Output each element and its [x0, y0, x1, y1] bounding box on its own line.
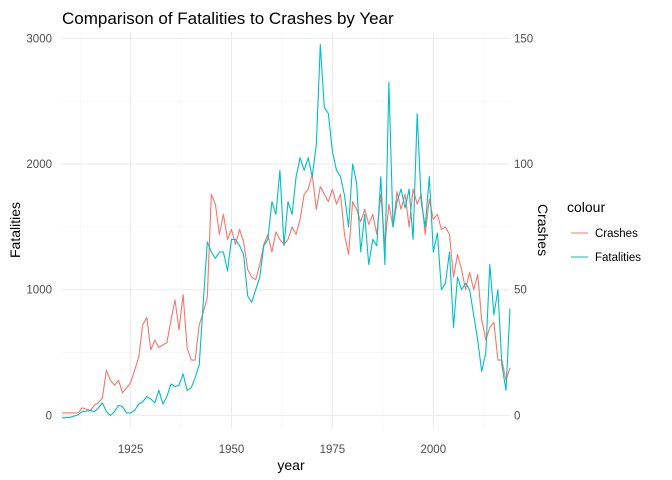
- legend-title: colour: [567, 199, 605, 215]
- series-lines: [61, 44, 511, 419]
- y-right-tick-label: 100: [514, 159, 533, 171]
- legend: colour Crashes Fatalities: [567, 199, 641, 264]
- series-line-crashes: [62, 173, 511, 414]
- y-left-tick-label: 0: [46, 410, 52, 422]
- x-axis-title: year: [277, 457, 305, 473]
- x-tick-label: 1950: [219, 444, 245, 456]
- tick-labels: 1925 1950 1975 2000 0 1000 2000 3000 0 50 100 150: [26, 33, 533, 456]
- y-axis-right-title: Crashes: [535, 204, 551, 256]
- chart-title: Comparison of Fatalities to Crashes by Y…: [62, 9, 394, 28]
- y-left-tick-label: 3000: [26, 33, 52, 45]
- y-right-tick-label: 50: [514, 285, 527, 297]
- y-left-tick-label: 1000: [26, 285, 52, 297]
- y-right-tick-label: 150: [514, 33, 533, 45]
- y-right-tick-label: 0: [514, 410, 520, 422]
- y-axis-left-title: Fatalities: [7, 202, 23, 258]
- x-tick-label: 1975: [320, 444, 346, 456]
- legend-label-crashes: Crashes: [595, 228, 638, 240]
- x-tick-label: 1925: [118, 444, 144, 456]
- x-tick-label: 2000: [421, 444, 447, 456]
- grid: [62, 32, 510, 428]
- y-left-tick-label: 2000: [26, 159, 52, 171]
- series-line-fatalities: [61, 44, 511, 419]
- legend-label-fatalities: Fatalities: [595, 252, 641, 264]
